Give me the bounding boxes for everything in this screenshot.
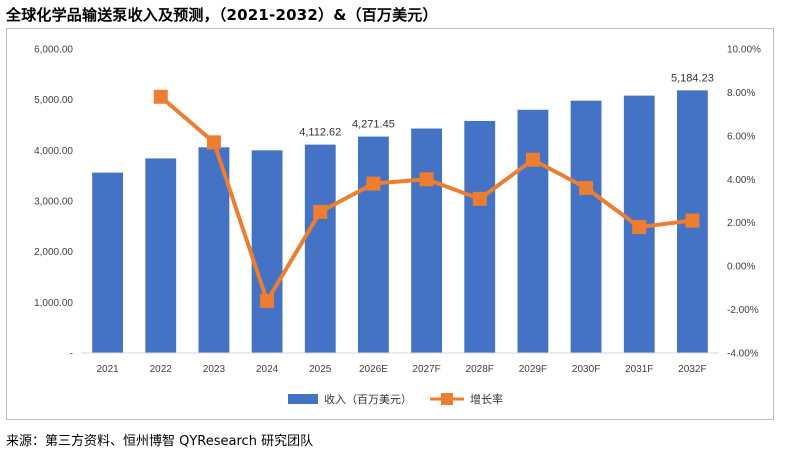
- growth-marker-2028F: [472, 191, 487, 206]
- legend-line-marker: [441, 393, 453, 405]
- y-left-tick-label: 1,000.00: [34, 298, 73, 309]
- bar-2023: [198, 147, 230, 353]
- growth-marker-2030F: [579, 180, 594, 195]
- y-right-tick-label: 2.00%: [727, 218, 755, 229]
- growth-marker-2027F: [419, 172, 434, 187]
- chart-frame: [6, 28, 774, 420]
- growth-marker-2022: [153, 89, 168, 104]
- legend-line-label: 增长率: [470, 392, 503, 406]
- x-tick-label: 2026E: [359, 364, 388, 375]
- bar-data-label: 4,271.45: [352, 119, 395, 131]
- bar-data-label: 4,112.62: [299, 127, 341, 139]
- y-right-tick-label: 6.00%: [727, 131, 755, 142]
- bar-data-label: 5,184.23: [671, 72, 714, 84]
- legend-bar-label: 收入（百万美元）: [324, 392, 412, 406]
- chart-title: 全球化学品输送泵收入及预测，（2021-2032）&（百万美元）: [6, 6, 438, 24]
- bar-2025: [304, 144, 336, 353]
- x-tick-label: 2024: [256, 364, 279, 375]
- bar-2027F: [411, 128, 443, 353]
- y-left-tick-label: 3,000.00: [34, 197, 73, 208]
- y-left-tick-label: 2,000.00: [34, 247, 73, 258]
- x-tick-label: 2022: [150, 364, 173, 375]
- bar-2028F: [464, 120, 496, 354]
- chart: - 1,000.00 2,000.00 3,000.00 4,000.00 5,000.0…: [34, 45, 761, 407]
- growth-marker-2026E: [366, 176, 381, 191]
- growth-marker-2029F: [525, 152, 540, 167]
- y-right-tick-label: 10.00%: [727, 45, 761, 56]
- x-tick-label: 2025: [309, 364, 332, 375]
- x-tick-label: 2021: [96, 364, 119, 375]
- x-tick-label: 2023: [203, 364, 226, 375]
- growth-marker-2025: [313, 204, 328, 219]
- bar-2021: [92, 172, 124, 353]
- source-note: 来源：第三方资料、恒州博智 QYResearch 研究团队: [6, 434, 314, 449]
- bar-2029F: [517, 109, 549, 353]
- x-tick-label: 2031F: [625, 364, 653, 375]
- bar-2026E: [357, 136, 389, 353]
- y-left-tick-label: 4,000.00: [34, 146, 73, 157]
- growth-marker-2024: [260, 293, 275, 308]
- x-tick-label: 2029F: [519, 364, 547, 375]
- y-left-tick-label: 5,000.00: [34, 95, 73, 106]
- y-right-tick-label: 4.00%: [727, 175, 755, 186]
- y-left-tick-label: 6,000.00: [34, 45, 73, 56]
- y-right-tick-label: 0.00%: [727, 262, 755, 273]
- bar-2030F: [570, 100, 602, 354]
- growth-marker-2023: [206, 135, 221, 150]
- growth-marker-2032F: [685, 213, 700, 228]
- bar-2024: [251, 150, 283, 353]
- y-left-tick-label: -: [70, 349, 73, 360]
- y-right-tick-label: -2.00%: [727, 305, 759, 316]
- bar-2022: [145, 158, 177, 353]
- y-right-tick-label: -4.00%: [727, 349, 759, 360]
- x-tick-label: 2028F: [466, 364, 494, 375]
- x-tick-label: 2030F: [572, 364, 600, 375]
- legend-bar-swatch: [288, 394, 318, 404]
- y-right-tick-label: 8.00%: [727, 88, 755, 99]
- growth-marker-2031F: [632, 220, 647, 235]
- x-tick-label: 2032F: [678, 364, 706, 375]
- x-tick-label: 2027F: [412, 364, 440, 375]
